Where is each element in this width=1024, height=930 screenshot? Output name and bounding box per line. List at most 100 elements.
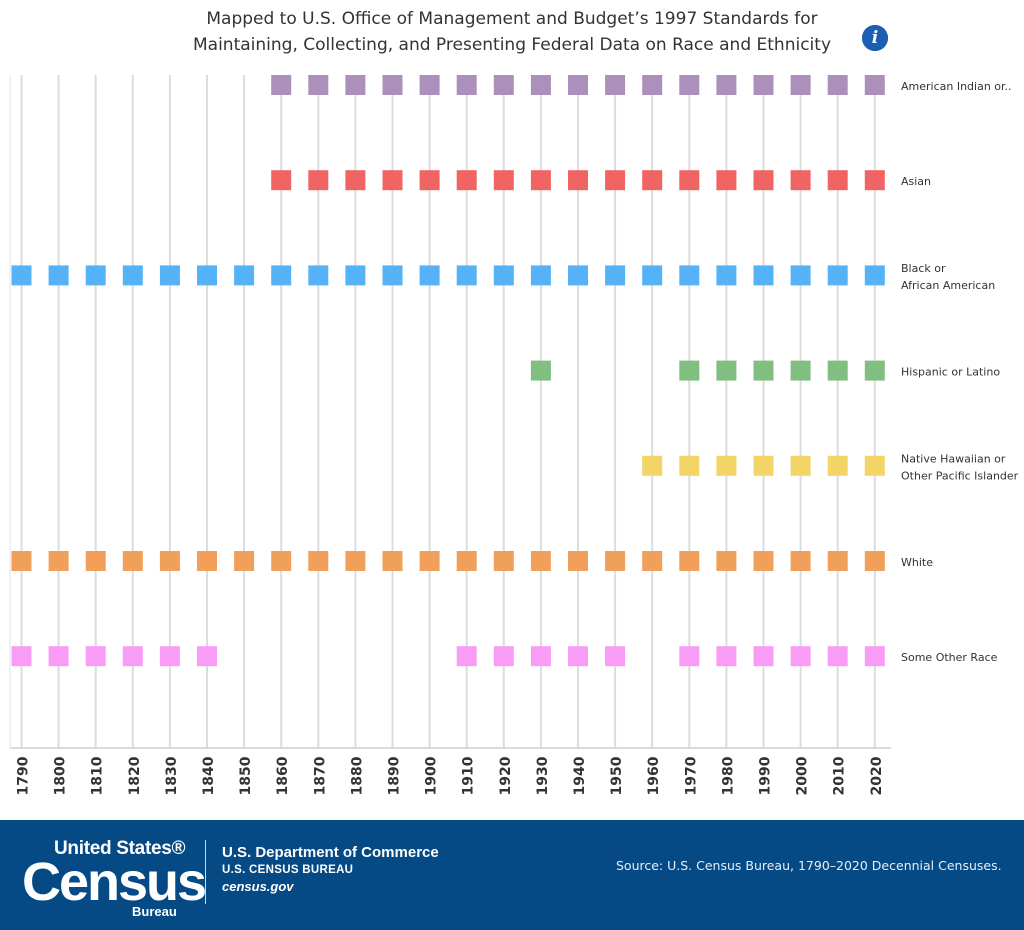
marker-some-other-race-1980 xyxy=(716,646,737,667)
footer-divider xyxy=(205,840,206,904)
marker-white-1820 xyxy=(122,551,143,571)
marker-white-1970 xyxy=(679,551,700,571)
marker-white-1800 xyxy=(48,551,69,571)
marker-white-1890 xyxy=(382,551,403,571)
category-label-some-other-race: Some Other Race xyxy=(901,651,998,664)
marker-black-or-african-american-1810 xyxy=(85,265,106,286)
marker-hispanic-or-latino-2000 xyxy=(790,360,811,381)
category-label-hispanic-or-latino: Hispanic or Latino xyxy=(901,366,1000,379)
marker-white-2010 xyxy=(827,551,848,571)
marker-white-1960 xyxy=(642,551,663,571)
marker-native-hawaiian-or-other-pacific-islander-1990 xyxy=(753,455,774,476)
marker-white-2000 xyxy=(790,551,811,571)
marker-black-or-african-american-1980 xyxy=(716,265,737,286)
marker-asian-1910 xyxy=(456,170,477,191)
marker-native-hawaiian-or-other-pacific-islander-1960 xyxy=(642,455,663,476)
source-note: Source: U.S. Census Bureau, 1790–2020 De… xyxy=(616,858,1002,873)
marker-native-hawaiian-or-other-pacific-islander-2020 xyxy=(864,455,885,476)
marker-american-indian-or-1910 xyxy=(456,75,477,95)
x-tick-label-1940: 1940 xyxy=(572,756,588,795)
marker-american-indian-or-2010 xyxy=(827,75,848,95)
marker-american-indian-or-1880 xyxy=(345,75,366,95)
marker-black-or-african-american-1850 xyxy=(234,265,255,286)
marker-black-or-african-american-1910 xyxy=(456,265,477,286)
census-bureau-logo[interactable]: United States® Census Bureau xyxy=(22,838,207,924)
marker-asian-2010 xyxy=(827,170,848,191)
marker-white-1930 xyxy=(530,551,551,571)
marker-black-or-african-american-1880 xyxy=(345,265,366,286)
marker-asian-1980 xyxy=(716,170,737,191)
x-tick-label-2000: 2000 xyxy=(795,756,811,795)
website-link[interactable]: census.gov xyxy=(222,879,294,894)
x-tick-label-1860: 1860 xyxy=(275,756,291,795)
marker-asian-1940 xyxy=(568,170,588,191)
marker-asian-1960 xyxy=(642,170,663,191)
info-icon[interactable]: i xyxy=(862,25,888,51)
marker-some-other-race-2010 xyxy=(827,646,848,667)
marker-asian-1890 xyxy=(382,170,403,191)
category-label-asian: Asian xyxy=(901,175,931,188)
x-tick-label-1870: 1870 xyxy=(312,756,328,795)
marker-american-indian-or-1860 xyxy=(271,75,292,95)
x-tick-label-1810: 1810 xyxy=(90,756,106,795)
marker-some-other-race-1920 xyxy=(493,646,514,667)
x-tick-label-1880: 1880 xyxy=(349,756,365,795)
marker-native-hawaiian-or-other-pacific-islander-2010 xyxy=(827,455,848,476)
marker-native-hawaiian-or-other-pacific-islander-2000 xyxy=(790,455,811,476)
marker-american-indian-or-2000 xyxy=(790,75,811,95)
race-categories-chart: 1790 1800 1810 1820 1830 1840 1850 1860 1870 1880… xyxy=(9,75,1019,795)
marker-white-1840 xyxy=(197,551,217,571)
footer: United States® Census Bureau U.S. Depart… xyxy=(0,820,1024,930)
marker-asian-1970 xyxy=(679,170,700,191)
marker-american-indian-or-1930 xyxy=(530,75,551,95)
marker-white-1850 xyxy=(234,551,255,571)
marker-white-1810 xyxy=(85,551,106,571)
chart-title: Mapped to U.S. Office of Management and … xyxy=(0,6,1024,58)
marker-white-1870 xyxy=(308,551,329,571)
department-name: U.S. Department of Commerce xyxy=(222,844,439,861)
marker-some-other-race-1830 xyxy=(159,646,180,667)
marker-some-other-race-1970 xyxy=(679,646,700,667)
marker-hispanic-or-latino-1990 xyxy=(753,360,774,381)
x-tick-label-1980: 1980 xyxy=(720,756,736,795)
marker-black-or-african-american-2010 xyxy=(827,265,848,286)
x-tick-label-1830: 1830 xyxy=(164,756,180,795)
marker-some-other-race-2000 xyxy=(790,646,811,667)
marker-american-indian-or-1990 xyxy=(753,75,774,95)
marker-white-1830 xyxy=(159,551,180,571)
marker-american-indian-or-1950 xyxy=(605,75,626,95)
department-block: U.S. Department of Commerce U.S. CENSUS … xyxy=(222,844,439,894)
marker-some-other-race-1790 xyxy=(11,646,32,667)
marker-american-indian-or-1870 xyxy=(308,75,329,95)
marker-white-1950 xyxy=(605,551,626,571)
x-tick-label-1850: 1850 xyxy=(238,756,254,795)
marker-white-1920 xyxy=(493,551,514,571)
marker-white-1790 xyxy=(11,551,32,571)
marker-black-or-african-american-1920 xyxy=(493,265,514,286)
marker-american-indian-or-1890 xyxy=(382,75,403,95)
marker-black-or-african-american-1890 xyxy=(382,265,403,286)
x-tick-label-1900: 1900 xyxy=(424,756,440,795)
marker-asian-1990 xyxy=(753,170,774,191)
marker-asian-1880 xyxy=(345,170,366,191)
marker-asian-1860 xyxy=(271,170,292,191)
marker-some-other-race-1940 xyxy=(568,646,588,667)
marker-white-1860 xyxy=(271,551,292,571)
marker-asian-1870 xyxy=(308,170,329,191)
marker-hispanic-or-latino-2020 xyxy=(864,360,885,381)
marker-american-indian-or-2020 xyxy=(864,75,885,95)
marker-asian-1930 xyxy=(530,170,551,191)
x-tick-label-1790: 1790 xyxy=(16,756,32,795)
category-label-native-hawaiian-or-other-pacific-islander-line-1: Native Hawaiian or xyxy=(901,452,1006,465)
marker-asian-2020 xyxy=(864,170,885,191)
marker-some-other-race-1820 xyxy=(122,646,143,667)
marker-black-or-african-american-1950 xyxy=(605,265,626,286)
marker-black-or-african-american-1820 xyxy=(122,265,143,286)
marker-some-other-race-1950 xyxy=(605,646,626,667)
marker-american-indian-or-1970 xyxy=(679,75,700,95)
marker-black-or-african-american-1930 xyxy=(530,265,551,286)
x-tick-label-1960: 1960 xyxy=(646,756,662,795)
category-label-black-or-african-american-line-1: Black or xyxy=(901,262,946,275)
x-tick-label-1820: 1820 xyxy=(127,756,143,795)
marker-black-or-african-american-1830 xyxy=(159,265,180,286)
